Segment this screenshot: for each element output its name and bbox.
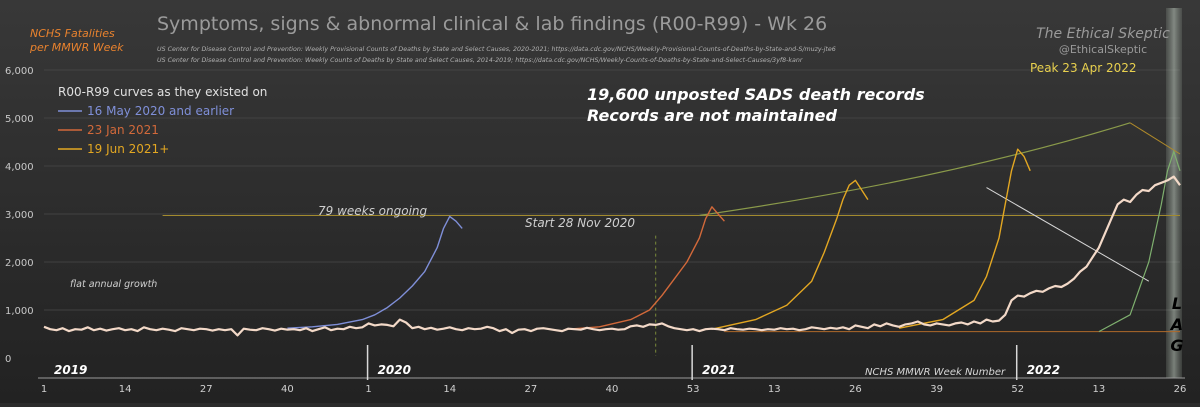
x-tick-label-4: 1 bbox=[365, 384, 371, 395]
snapshot-curve-1 bbox=[568, 206, 725, 330]
y-tick-label-3000: 3,000 bbox=[5, 210, 34, 221]
y-axis-label-line1: NCHS Fatalities bbox=[30, 27, 115, 40]
reference-lines bbox=[162, 122, 1181, 356]
snapshot-curve-2 bbox=[711, 179, 869, 330]
x-tick-label-6: 27 bbox=[524, 384, 537, 395]
legend-label-1: 23 Jan 2021 bbox=[87, 123, 159, 137]
x-tick-label-9: 13 bbox=[768, 384, 781, 395]
annotation-start: Start 28 Nov 2020 bbox=[525, 216, 635, 230]
source-line-1: US Center for Disease Control and Preven… bbox=[157, 45, 836, 53]
year-label-2020: 2020 bbox=[378, 363, 411, 377]
legend-label-0: 16 May 2020 and earlier bbox=[87, 104, 234, 118]
x-tick-label-7: 40 bbox=[606, 384, 619, 395]
x-tick-label-12: 52 bbox=[1011, 384, 1024, 395]
legend-label-2: 19 Jun 2021+ bbox=[87, 142, 169, 156]
year-label-2022: 2022 bbox=[1027, 363, 1060, 377]
y-tick-label-5000: 5,000 bbox=[5, 114, 34, 125]
annotation-pointer-line bbox=[986, 187, 1150, 282]
lag-band bbox=[1166, 8, 1182, 378]
x-tick-label-2: 27 bbox=[200, 384, 213, 395]
x-tick-label-14: 26 bbox=[1174, 384, 1187, 395]
x-tick-label-0: 1 bbox=[41, 384, 47, 395]
y-axis-label-line2: per MMWR Week bbox=[29, 41, 124, 54]
lag-letter-l: L bbox=[1172, 294, 1182, 313]
y-tick-label-6000: 6,000 bbox=[5, 66, 34, 77]
chart-title: Symptoms, signs & abnormal clinical & la… bbox=[157, 13, 827, 35]
source-line-2: US Center for Disease Control and Preven… bbox=[157, 56, 803, 64]
snapshot-curve-0 bbox=[287, 215, 463, 329]
gridlines bbox=[44, 69, 1180, 311]
growth-trend-curve bbox=[699, 122, 1131, 217]
y-tick-label-4000: 4,000 bbox=[5, 162, 34, 173]
brand-handle: @EthicalSkeptic bbox=[1059, 43, 1147, 56]
lag-letter-g: G bbox=[1170, 336, 1183, 355]
main-series-line bbox=[43, 175, 1181, 337]
snapshot-curve-3 bbox=[898, 148, 1031, 329]
snapshot-curves bbox=[287, 148, 1181, 333]
y-tick-label-2000: 2,000 bbox=[5, 258, 34, 269]
x-tick-label-5: 14 bbox=[443, 384, 456, 395]
x-axis-label: NCHS MMWR Week Number bbox=[865, 367, 1006, 378]
lag-curve bbox=[1098, 149, 1181, 333]
axes: 0 1,000 2,000 3,000 4,000 5,000 6,000 1 14 27 40 1 1… bbox=[5, 66, 1186, 395]
x-tick-label-3: 40 bbox=[281, 384, 294, 395]
brand-name: The Ethical Skeptic bbox=[1036, 26, 1170, 42]
lag-letter-a: A bbox=[1169, 315, 1183, 334]
x-tick-label-8: 53 bbox=[687, 384, 700, 395]
year-label-2021: 2021 bbox=[702, 363, 735, 377]
y-tick-label-1000: 1,000 bbox=[5, 306, 34, 317]
year-label-2019: 2019 bbox=[54, 363, 87, 377]
y-tick-label-0: 0 bbox=[5, 354, 11, 365]
annotation-flat-growth: flat annual growth bbox=[70, 279, 157, 290]
legend-title: R00-R99 curves as they existed on bbox=[58, 85, 267, 99]
x-tick-label-10: 26 bbox=[849, 384, 862, 395]
annotation-weeks-ongoing: 79 weeks ongoing bbox=[318, 204, 428, 218]
annotation-headline-1: 19,600 unposted SADS death records bbox=[587, 85, 925, 104]
x-tick-label-1: 14 bbox=[119, 384, 132, 395]
x-tick-label-13: 13 bbox=[1092, 384, 1105, 395]
peak-decline-line bbox=[1129, 122, 1181, 155]
annotation-peak: Peak 23 Apr 2022 bbox=[1030, 61, 1137, 75]
annotation-headline-2: Records are not maintained bbox=[587, 106, 838, 125]
x-tick-label-11: 39 bbox=[930, 384, 943, 395]
main-series bbox=[43, 175, 1181, 337]
